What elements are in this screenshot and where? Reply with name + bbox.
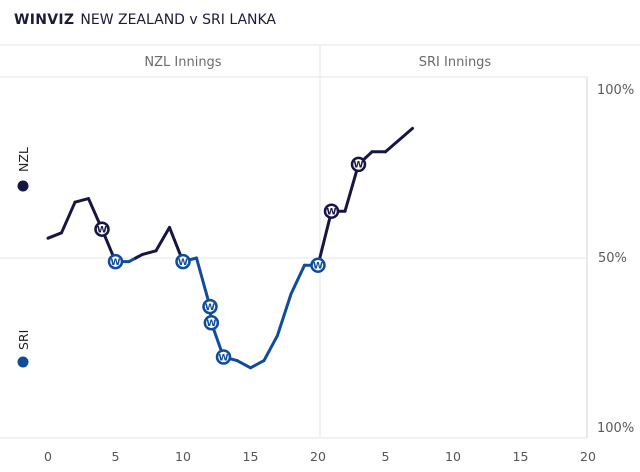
wicket-symbol: W <box>111 258 121 268</box>
wicket-circle <box>215 349 232 365</box>
wicket-marker: W <box>202 298 218 315</box>
x-tick-label: 5 <box>382 449 390 464</box>
team-dot-nzl <box>17 180 29 192</box>
wicket-marker: W <box>323 203 340 219</box>
x-tick-label: 15 <box>243 449 259 464</box>
win-probability-segment <box>168 225 184 260</box>
wicket-marker: W <box>175 253 191 270</box>
wicket-circle <box>310 257 326 273</box>
win-probability-segment <box>60 200 77 235</box>
win-probability-segment <box>318 209 333 260</box>
y-tick-bottom: 100% <box>597 421 634 436</box>
wicket-circle <box>350 156 367 173</box>
win-probability-segment <box>195 256 212 309</box>
wicket-symbol: W <box>219 353 229 363</box>
wicket-marker: W <box>203 315 220 331</box>
wicket-circle <box>202 298 218 315</box>
win-probability-segment <box>384 126 414 154</box>
team-label-nzl: NZL <box>16 147 31 172</box>
wicket-circle <box>203 315 220 331</box>
win-probability-segment <box>343 162 360 213</box>
wicket-symbol: W <box>178 258 188 268</box>
team-dot-sri <box>17 356 29 368</box>
x-tick-label: 0 <box>44 449 52 464</box>
win-probability-segment <box>262 333 279 363</box>
wicket-symbol: W <box>205 303 215 313</box>
wicket-symbol: W <box>206 319 216 329</box>
wicket-marker: W <box>94 221 110 237</box>
brand-label: WINVIZ <box>14 12 75 28</box>
wicket-symbol: W <box>97 226 107 236</box>
win-probability-segment <box>289 263 306 296</box>
wicket-marker: W <box>350 156 367 173</box>
y-tick-mid: 50% <box>598 251 627 266</box>
wicket-circle <box>94 221 110 237</box>
section-label-sri: SRI Innings <box>419 55 492 70</box>
win-probability-segment <box>46 231 63 240</box>
wicket-symbol: W <box>354 161 364 171</box>
x-tick-label: 20 <box>580 449 596 464</box>
wicket-symbol: W <box>327 208 337 218</box>
team-label-sri: SRI <box>16 330 31 350</box>
wicket-marker: W <box>107 253 124 270</box>
wicket-circle <box>323 203 340 219</box>
wicket-circle <box>107 253 124 270</box>
y-tick-top: 100% <box>597 83 634 98</box>
wicket-symbol: W <box>313 262 323 272</box>
win-probability-segment <box>249 359 266 370</box>
x-tick-label: 10 <box>445 449 461 464</box>
win-probability-segment <box>235 359 252 370</box>
chart-title: WINVIZ NEW ZEALAND v SRI LANKA <box>14 12 276 28</box>
section-label-nzl: NZL Innings <box>144 55 221 70</box>
x-tick-label: 20 <box>310 449 326 464</box>
win-probability-segment <box>276 292 293 337</box>
win-probability-segment <box>141 249 158 256</box>
x-tick-label: 10 <box>175 449 191 464</box>
win-probability-segment <box>73 197 90 204</box>
x-tick-label: 15 <box>513 449 529 464</box>
match-label: NEW ZEALAND v SRI LANKA <box>80 12 277 28</box>
wicket-circle <box>175 253 191 270</box>
wicket-marker: W <box>310 257 326 273</box>
wicket-marker: W <box>215 349 232 365</box>
x-axis-ticks: 0 5 10 15 20 5 10 15 20 <box>44 449 596 464</box>
win-probability-segment <box>154 225 171 253</box>
x-tick-label: 5 <box>112 449 120 464</box>
